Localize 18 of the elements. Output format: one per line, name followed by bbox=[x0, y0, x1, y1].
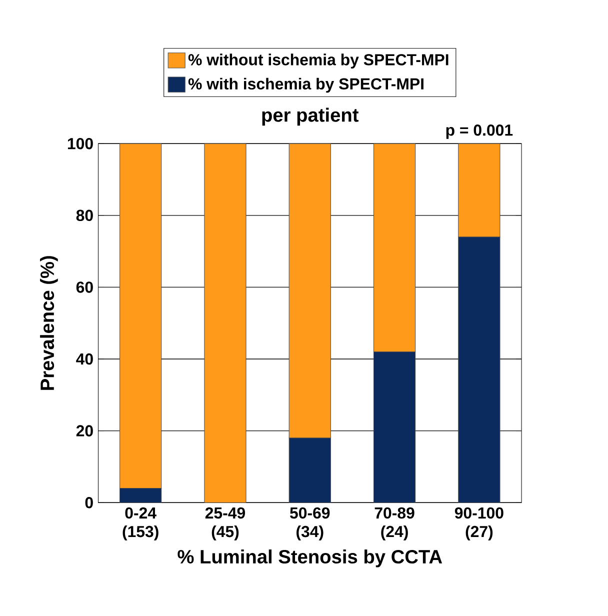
x-tick-label: 50-69 (34) bbox=[290, 507, 330, 540]
y-tick-label: 40 bbox=[76, 353, 93, 365]
y-tick-label: 0 bbox=[85, 496, 93, 508]
y-tick-label: 100 bbox=[68, 138, 93, 150]
annotation: p = 0.001 bbox=[446, 124, 512, 139]
x-tick-label: 90-100 (27) bbox=[454, 507, 504, 540]
x-tick-label: 0-24 (153) bbox=[122, 507, 158, 540]
x-axis-title: % Luminal Stenosis by CCTA bbox=[177, 549, 442, 568]
x-tick-label: 70-89 (24) bbox=[374, 507, 414, 540]
y-axis-title: Prevalence (%) bbox=[40, 256, 58, 390]
chart-title: per patient bbox=[262, 108, 358, 126]
bar bbox=[204, 143, 246, 503]
x-tick-label: 25-49 (45) bbox=[205, 507, 245, 540]
y-tick-label: 80 bbox=[76, 210, 93, 222]
legend-label: % without ischemia by SPECT-MPI bbox=[188, 54, 448, 69]
y-tick-label: 20 bbox=[76, 425, 93, 436]
legend-label: % with ischemia by SPECT-MPI bbox=[188, 78, 424, 93]
y-tick-label: 60 bbox=[76, 282, 93, 293]
